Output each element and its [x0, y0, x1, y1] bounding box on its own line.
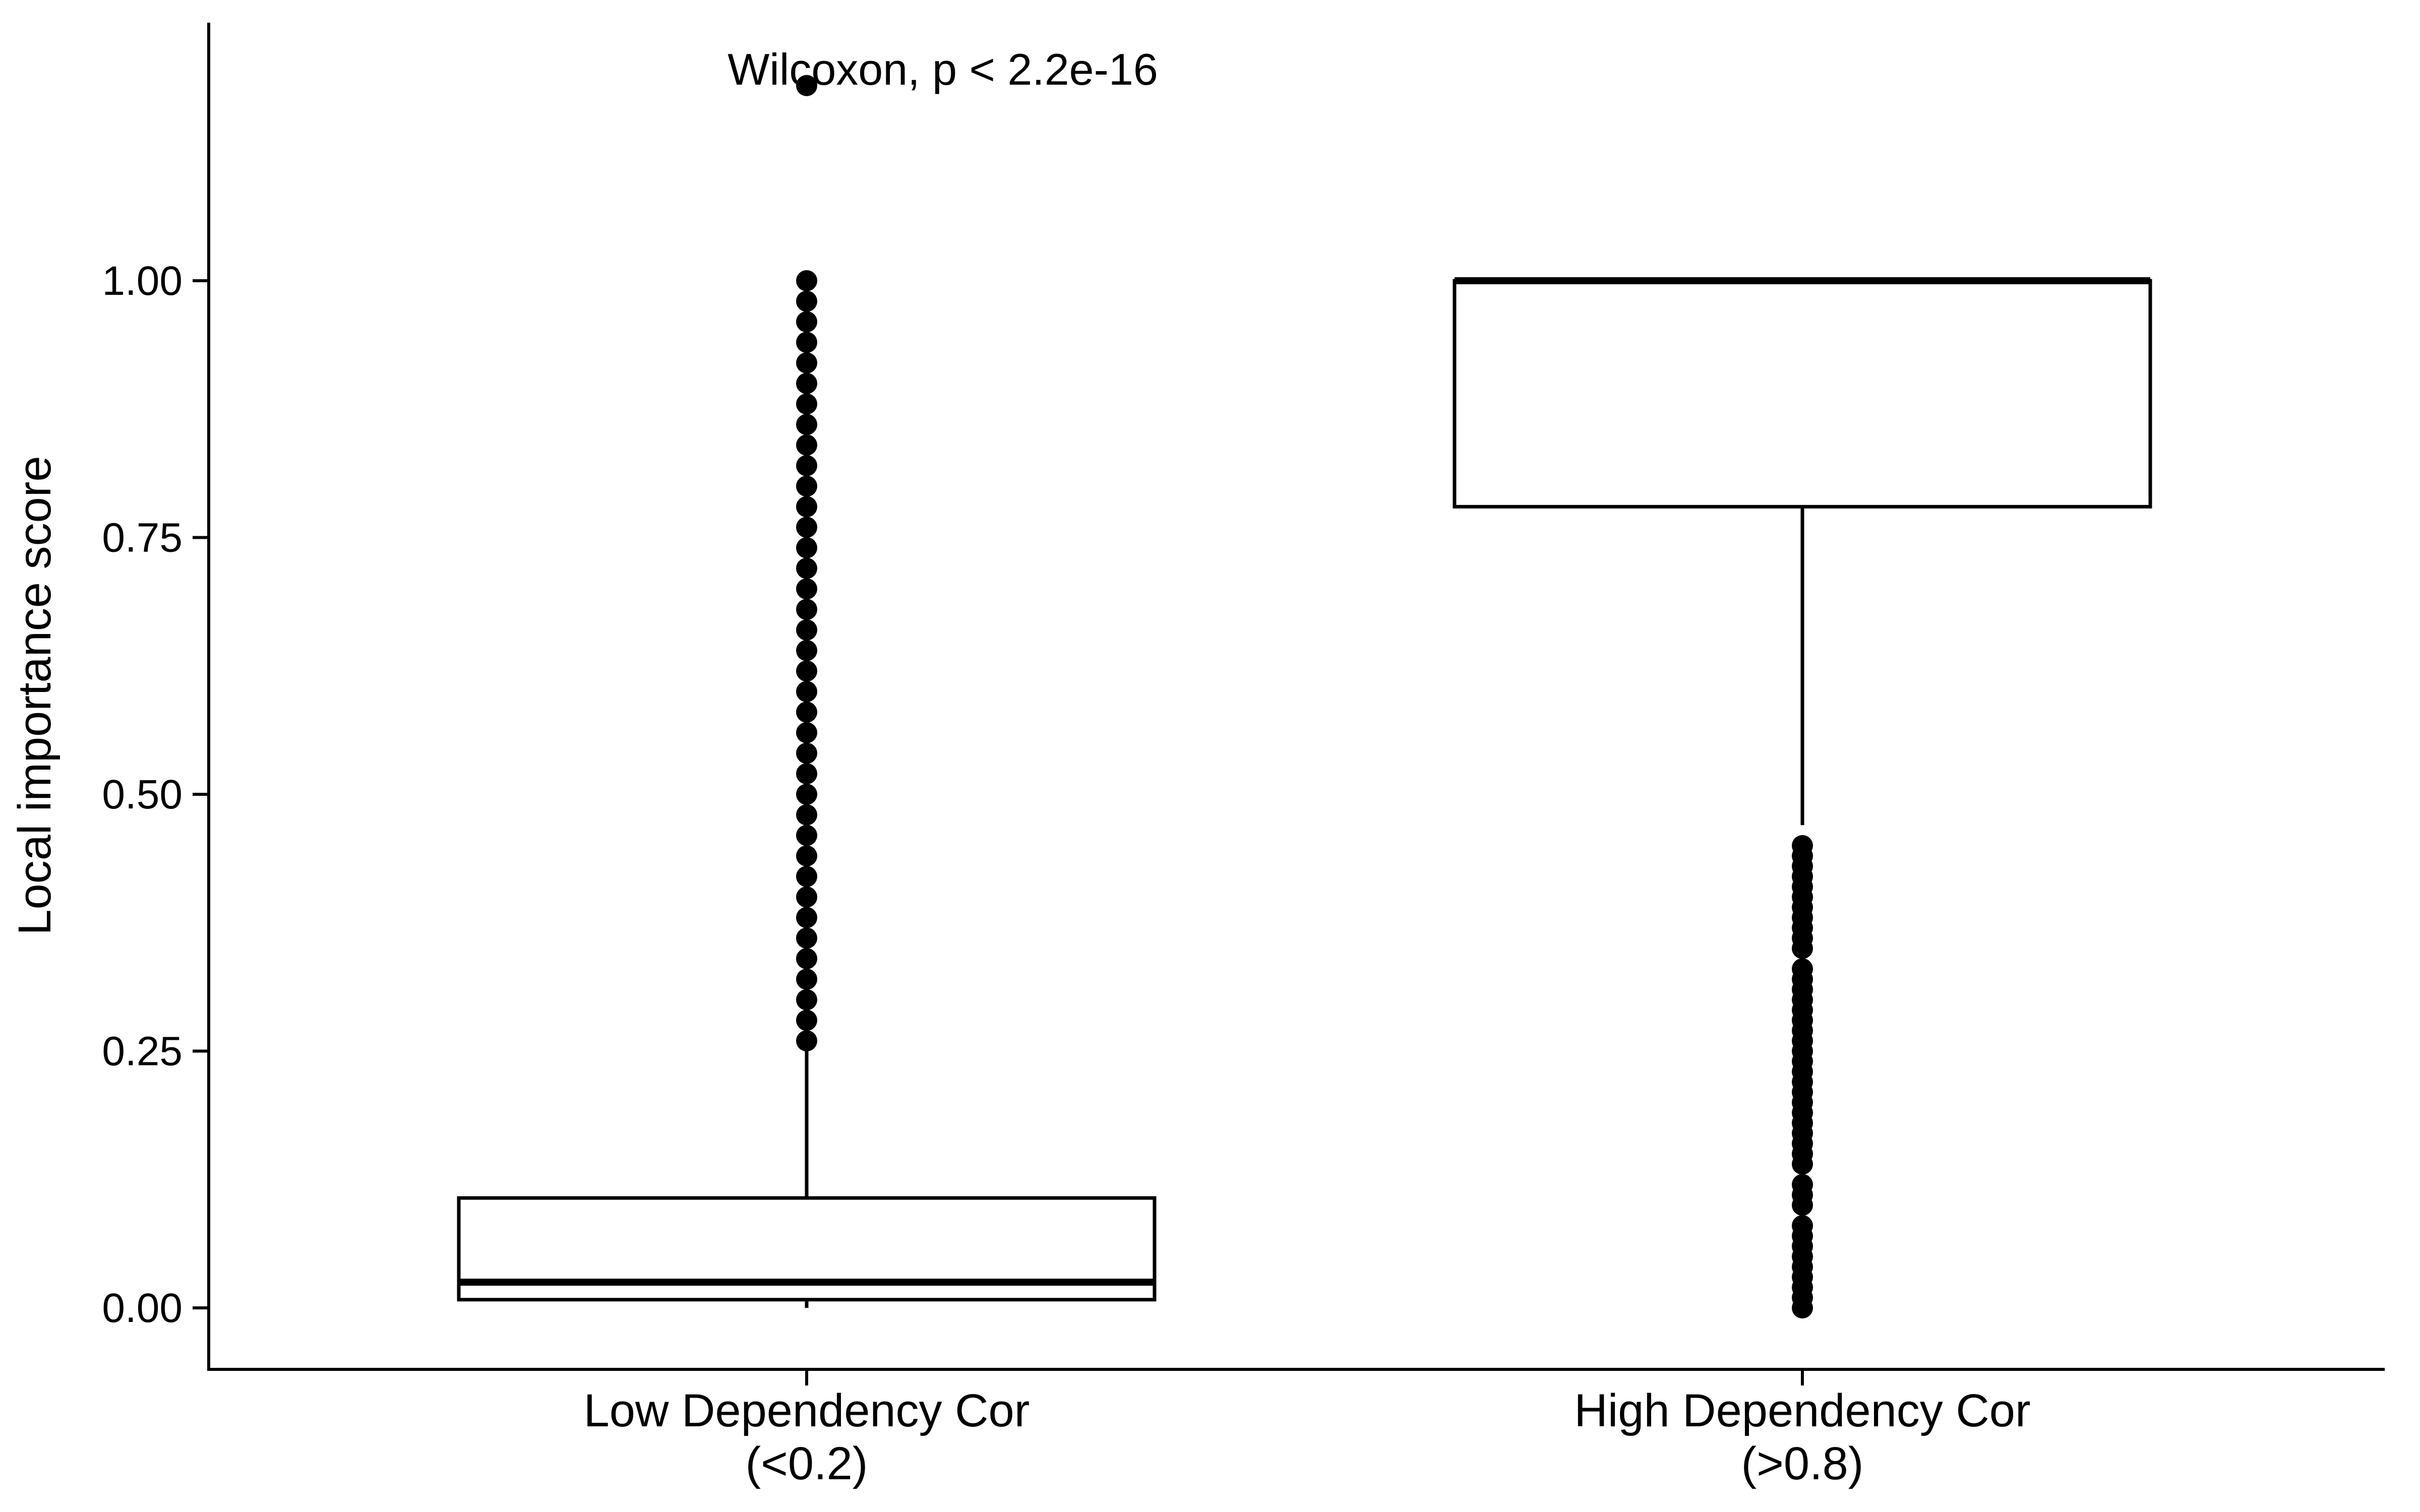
- outlier-point: [796, 804, 817, 826]
- x-category-sublabel: (<0.2): [746, 1438, 868, 1489]
- outlier-point: [796, 290, 817, 312]
- iqr-box: [1453, 279, 2152, 509]
- x-axis-ticks: Low Dependency Cor(<0.2) High Dependency …: [584, 1369, 2031, 1489]
- outlier-point: [796, 886, 817, 908]
- outlier-point: [796, 784, 817, 805]
- outlier-point: [796, 414, 817, 435]
- outlier-point: [796, 599, 817, 620]
- outlier-point: [796, 311, 817, 333]
- outlier-point: [796, 763, 817, 785]
- outlier-point: [796, 517, 817, 538]
- outlier-point: [796, 701, 817, 723]
- outlier-point: [796, 434, 817, 456]
- outlier-point: [796, 372, 817, 394]
- y-tick-label: 0.25: [102, 1029, 183, 1075]
- outlier-point: [796, 75, 817, 96]
- outlier-point: [796, 681, 817, 703]
- outlier-point: [1792, 958, 1813, 980]
- wilcoxon-annotation: Wilcoxon, p < 2.2e-16: [728, 44, 1158, 94]
- box-group: [1453, 277, 2152, 1318]
- outlier-point: [796, 352, 817, 374]
- outlier-point: [796, 1030, 817, 1052]
- y-tick-label: 0.50: [102, 772, 183, 817]
- outlier-point: [796, 332, 817, 353]
- outlier-point: [796, 968, 817, 990]
- plot-area: [457, 75, 2152, 1318]
- outlier-point: [796, 496, 817, 518]
- outlier-point: [796, 927, 817, 949]
- outlier-point: [796, 619, 817, 641]
- outlier-point: [1792, 1215, 1813, 1236]
- outlier-point: [796, 742, 817, 764]
- outlier-point: [796, 475, 817, 497]
- outlier-point: [796, 537, 817, 558]
- y-axis-label: Local importance score: [9, 456, 60, 935]
- x-category-label: High Dependency Cor: [1574, 1385, 2030, 1436]
- outlier-point: [796, 845, 817, 867]
- outlier-point: [1792, 1174, 1813, 1195]
- y-tick-label: 1.00: [102, 258, 183, 304]
- outlier-point: [796, 660, 817, 682]
- outlier-point: [1792, 835, 1813, 856]
- outlier-point: [796, 455, 817, 476]
- outlier-point: [796, 825, 817, 846]
- outlier-point: [796, 578, 817, 600]
- box-group: [457, 75, 1157, 1308]
- outlier-point: [796, 866, 817, 888]
- outlier-point: [796, 907, 817, 928]
- outlier-point: [796, 557, 817, 579]
- outlier-point: [796, 948, 817, 970]
- outlier-point: [796, 270, 817, 291]
- y-axis-ticks: 0.00 0.25 0.50 0.75 1.00: [102, 258, 209, 1331]
- outlier-point: [796, 1010, 817, 1031]
- x-category-sublabel: (>0.8): [1741, 1438, 1864, 1489]
- outlier-point: [796, 722, 817, 743]
- outlier-point: [796, 640, 817, 661]
- x-category-label: Low Dependency Cor: [584, 1385, 1030, 1436]
- y-tick-label: 0.00: [102, 1285, 183, 1331]
- outlier-point: [796, 393, 817, 415]
- y-tick-label: 0.75: [102, 515, 183, 561]
- outlier-point: [796, 989, 817, 1011]
